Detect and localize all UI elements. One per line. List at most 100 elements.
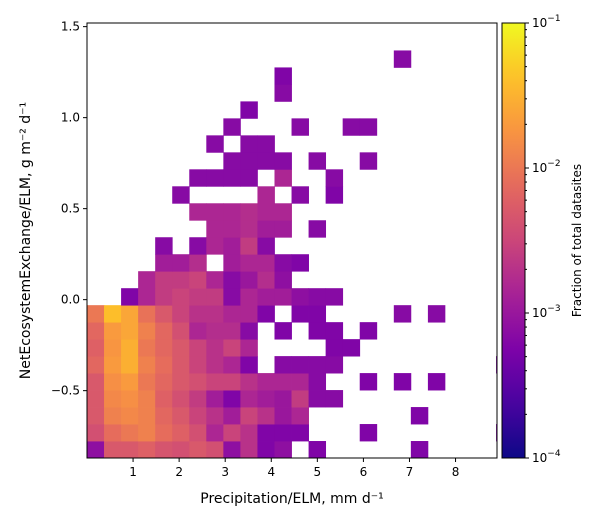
heatmap-cell — [189, 305, 207, 323]
heatmap-cell — [206, 305, 224, 323]
heatmap-cell — [240, 152, 258, 170]
heatmap-cell — [223, 339, 241, 357]
heatmap-cell — [291, 186, 309, 204]
heatmap-cell — [206, 407, 224, 425]
heatmap-cell — [240, 271, 258, 289]
heatmap-cell — [240, 135, 258, 153]
heatmap-cell — [223, 254, 241, 272]
heatmap-cell — [325, 322, 344, 340]
heatmap-cell — [121, 373, 139, 391]
x-tick-label: 4 — [267, 465, 275, 479]
heatmap-cell — [138, 339, 156, 357]
colorbar-tick-label: 10−1 — [532, 14, 561, 30]
heatmap-cell — [155, 441, 173, 459]
x-tick-label: 3 — [221, 465, 229, 479]
heatmap-cell — [223, 118, 241, 136]
heatmap-cell — [257, 407, 275, 425]
heatmap-cell — [291, 118, 309, 136]
heatmap-cell — [325, 169, 344, 187]
heatmap-cell — [291, 288, 309, 306]
heatmap-cell — [189, 237, 207, 255]
heatmap-cell — [257, 203, 275, 221]
heatmap-cell — [104, 356, 122, 374]
heatmap-cell — [325, 288, 344, 306]
heatmap-cell — [206, 169, 224, 187]
heatmap-cell — [87, 441, 105, 459]
heatmap-cell — [223, 424, 241, 442]
heatmap-cell — [138, 407, 156, 425]
heatmap-cell — [121, 339, 139, 357]
heatmap-cell — [359, 322, 378, 340]
heatmap-cell — [155, 339, 173, 357]
x-tick-label: 7 — [406, 465, 414, 479]
heatmap-cell — [155, 424, 173, 442]
heatmap-cell — [189, 203, 207, 221]
heatmap-cell — [155, 254, 173, 272]
heatmap-cell — [291, 424, 309, 442]
heatmap-cell — [121, 407, 139, 425]
heatmap-cell — [87, 356, 105, 374]
x-tick-label: 1 — [129, 465, 137, 479]
heatmap-cell — [172, 373, 190, 391]
heatmap-cell — [223, 288, 241, 306]
heatmap-cell — [104, 373, 122, 391]
heatmap-cell — [257, 424, 275, 442]
heatmap-cell — [240, 373, 258, 391]
heatmap-cell — [240, 441, 258, 459]
heatmap-cell — [87, 322, 105, 340]
heatmap-cell — [257, 288, 275, 306]
heatmap-cell — [257, 271, 275, 289]
heatmap-cell — [274, 424, 292, 442]
heatmap-cell — [291, 254, 309, 272]
heatmap-cell — [206, 390, 224, 408]
heatmap-cell — [172, 339, 190, 357]
heatmap-cell — [223, 237, 241, 255]
heatmap-cell — [291, 305, 309, 323]
heatmap-cell — [274, 152, 292, 170]
heatmap-cell — [206, 203, 224, 221]
heatmap-cell — [240, 339, 258, 357]
heatmap-cell — [308, 322, 327, 340]
x-tick-label: 8 — [452, 465, 460, 479]
heatmap-cell — [155, 356, 173, 374]
heatmap-cell — [104, 305, 122, 323]
x-tick-label: 5 — [314, 465, 322, 479]
heatmap-cell — [104, 322, 122, 340]
heatmap-cell — [104, 441, 122, 459]
heatmap-cell — [121, 424, 139, 442]
heatmap-cell — [240, 288, 258, 306]
heatmap-cell — [393, 305, 412, 323]
heatmap-cell — [87, 407, 105, 425]
heatmap-cell — [172, 186, 190, 204]
heatmap-cell — [325, 186, 344, 204]
heatmap-cell — [172, 356, 190, 374]
heatmap-cell — [121, 441, 139, 459]
heatmap-cell — [274, 407, 292, 425]
heatmap-cell — [308, 288, 327, 306]
heatmap-cell — [325, 339, 344, 357]
y-axis-label: NetEcosystemExchange/ELM, g m⁻² d⁻¹ — [18, 102, 34, 379]
heatmap-cell — [223, 220, 241, 238]
heatmap-cell — [138, 288, 156, 306]
heatmap-cell — [189, 390, 207, 408]
heatmap-cell — [342, 339, 361, 357]
heatmap-cell — [172, 305, 190, 323]
heatmap-cell — [206, 424, 224, 442]
colorbar-tick-label: 10−4 — [532, 449, 561, 465]
heatmap-cell — [359, 118, 378, 136]
heatmap-cell — [342, 118, 361, 136]
x-axis-label: Precipitation/ELM, mm d⁻¹ — [200, 491, 383, 507]
heatmap-cell — [223, 407, 241, 425]
heatmap-cell — [427, 373, 446, 391]
heatmap-cell — [308, 356, 327, 374]
heatmap-cell — [206, 237, 224, 255]
heatmap-cell — [172, 288, 190, 306]
x-axis: 1 2 3 4 5 6 7 8 — [129, 458, 459, 479]
y-tick-label: 1.0 — [61, 111, 80, 125]
heatmap-cell — [308, 390, 327, 408]
heatmap-cell — [257, 390, 275, 408]
heatmap-cells — [87, 50, 498, 459]
heatmap-cell — [189, 271, 207, 289]
heatmap-cell — [189, 339, 207, 357]
heatmap-cell — [240, 101, 258, 119]
